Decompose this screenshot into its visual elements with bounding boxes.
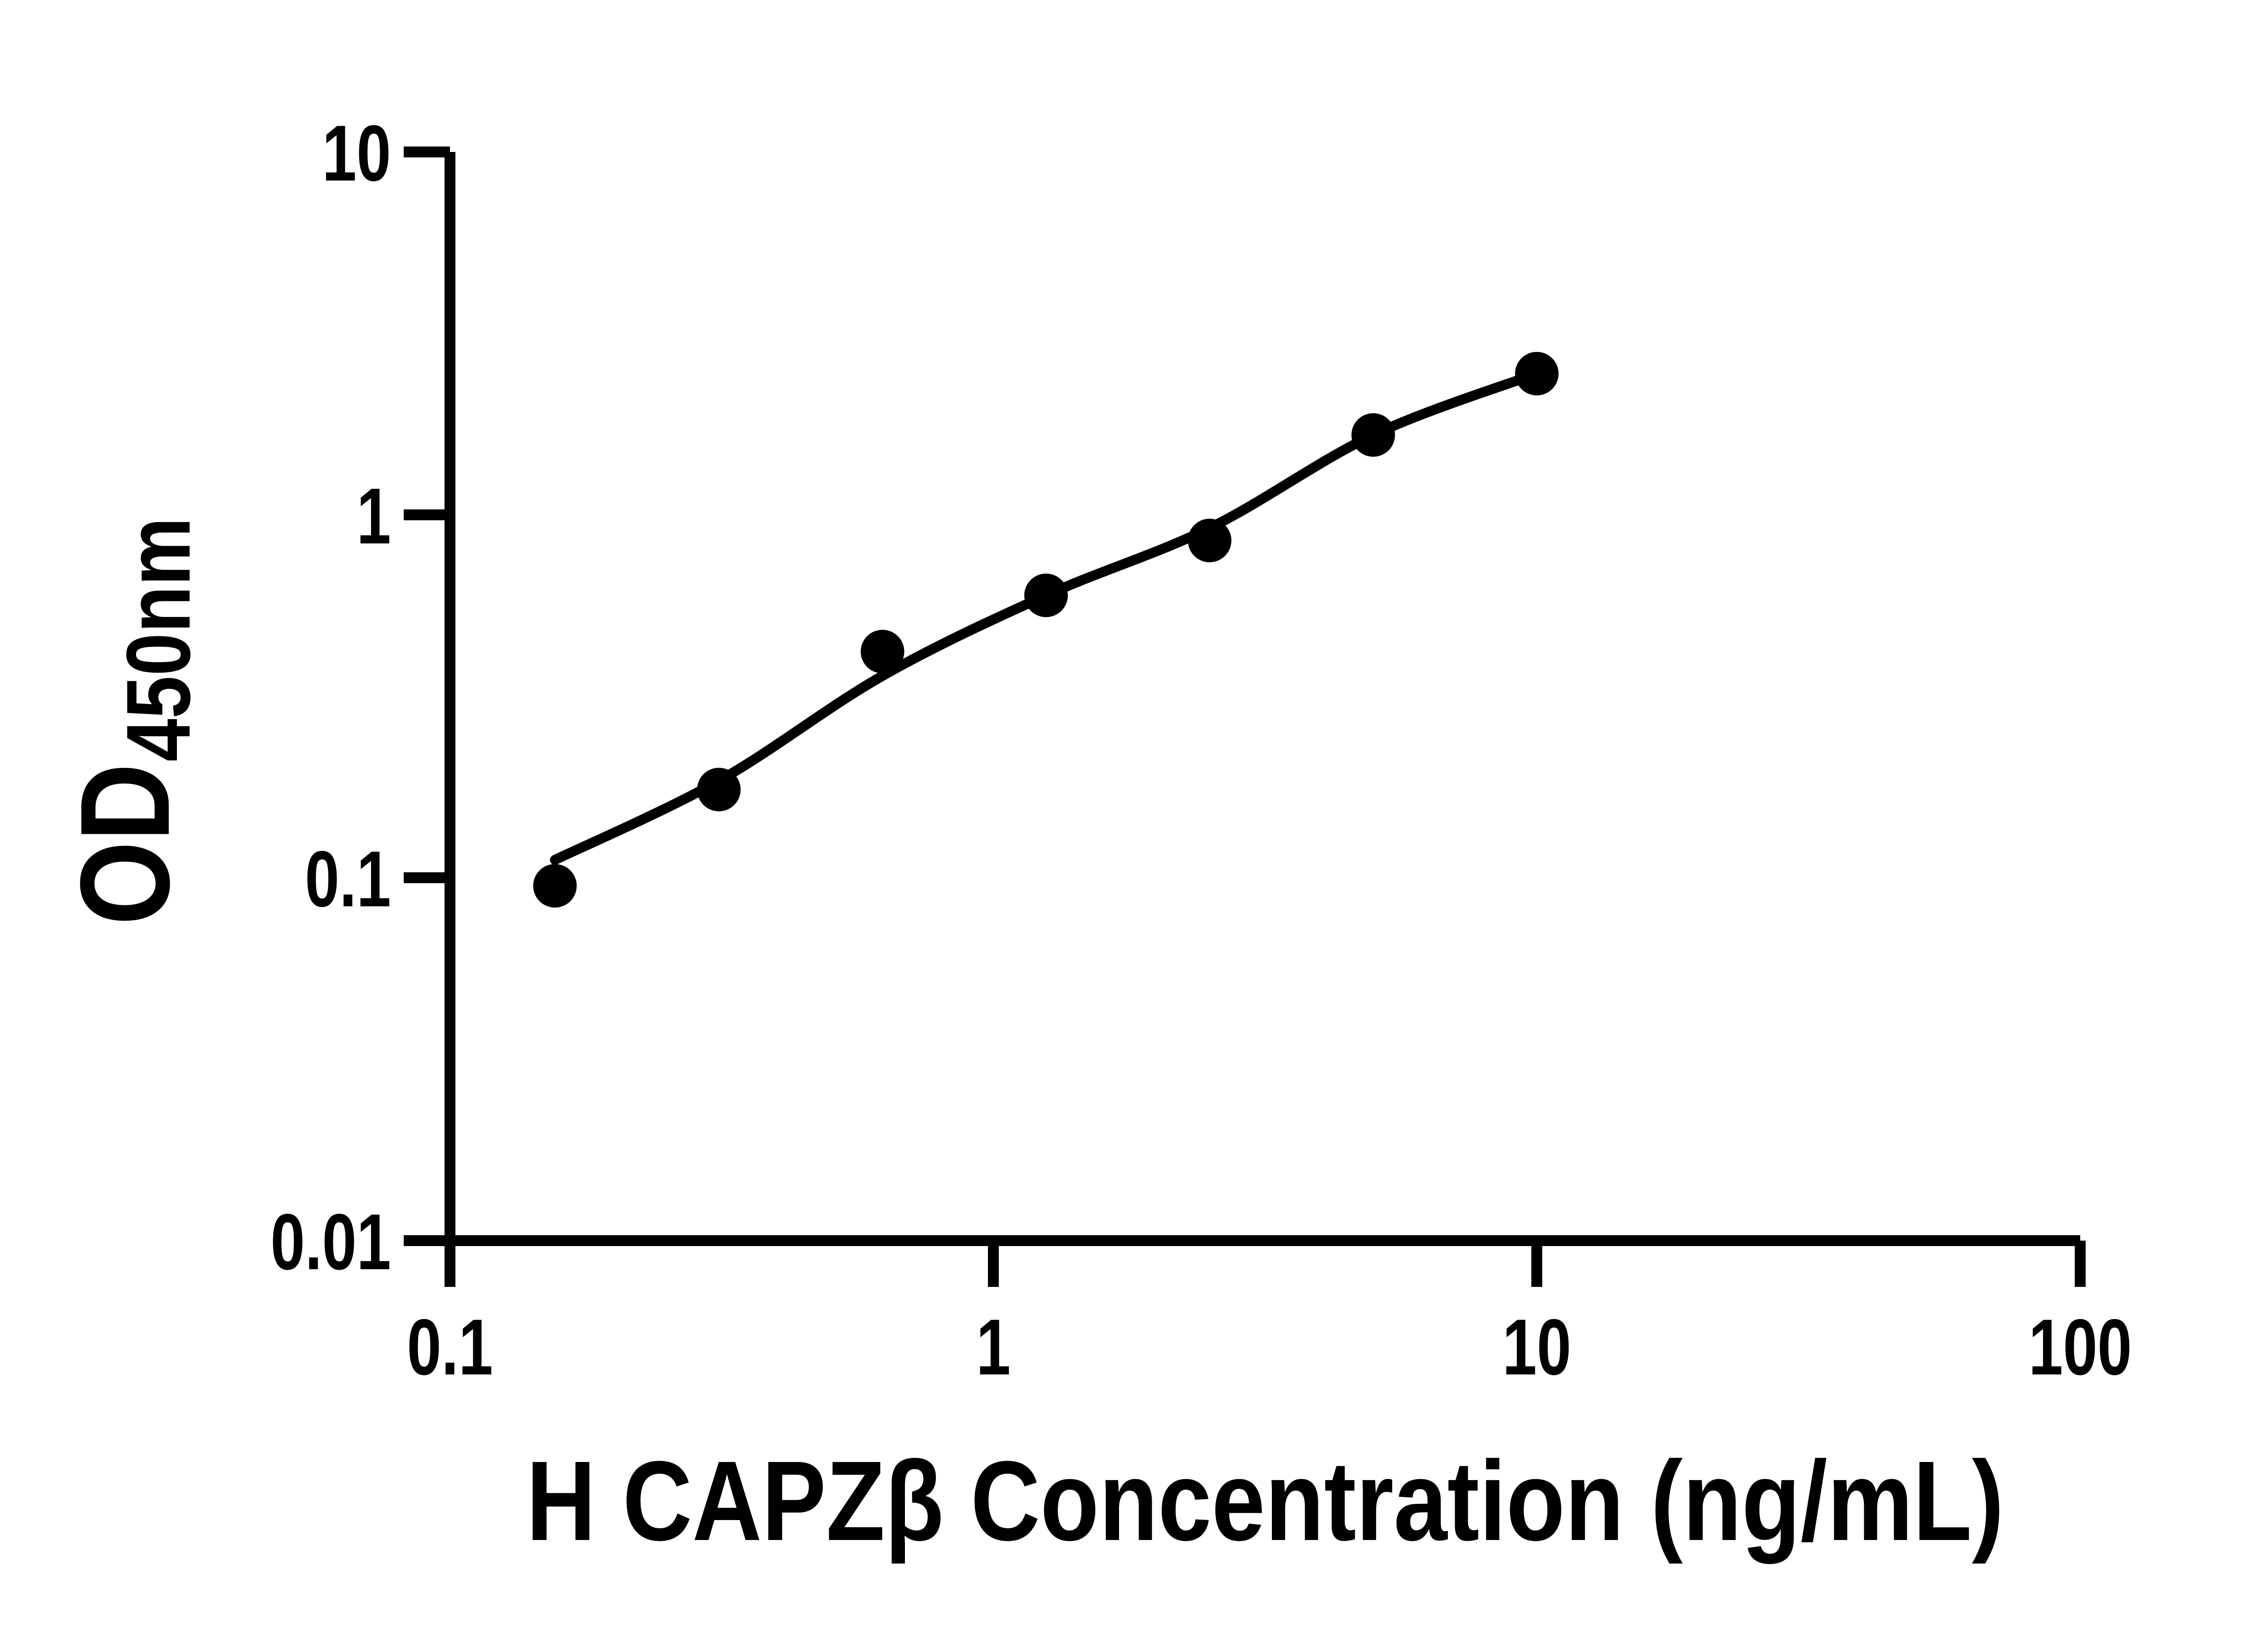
- x-tick-label-text-0.1: 0.1: [407, 1303, 493, 1392]
- y-axis-title-group: OD 450nm: [54, 517, 209, 925]
- x-tick-label-text-1: 1: [976, 1303, 1011, 1392]
- y-tick-label-1: 1: [357, 472, 391, 561]
- data-point-1.25: [1024, 573, 1068, 617]
- data-point-0.3125: [697, 768, 741, 812]
- x-tick-label-100: 100: [2028, 1303, 2132, 1392]
- y-tick-label-text-0.1: 0.1: [305, 835, 391, 924]
- x-axis-title: H CAPZβ Concentration (ng/mL): [526, 1438, 2004, 1565]
- axis-ticks: [404, 147, 2086, 1287]
- data-point-2.5: [1188, 518, 1232, 562]
- x-tick-label-text-100: 100: [2028, 1303, 2132, 1392]
- y-axis-title-main: OD: [54, 763, 196, 925]
- axis-line: [445, 152, 2080, 1246]
- data-point-0.156: [533, 864, 577, 908]
- x-tick-label-10: 10: [1502, 1303, 1571, 1392]
- y-axis-title: OD 450nm: [54, 517, 209, 925]
- x-tick-label-1: 1: [976, 1303, 1011, 1392]
- data-points-layer: [533, 352, 1559, 908]
- data-point-5: [1351, 413, 1395, 457]
- x-tick-label-text-10: 10: [1502, 1303, 1571, 1392]
- axes: [445, 152, 2080, 1246]
- y-tick-label-10: 10: [322, 109, 391, 198]
- y-tick-label-0.1: 0.1: [305, 835, 391, 924]
- y-tick-label-0.01: 0.01: [270, 1198, 391, 1286]
- y-tick-label-text-0.01: 0.01: [270, 1198, 391, 1286]
- y-tick-label-text-1: 1: [357, 472, 391, 561]
- data-point-10: [1515, 352, 1559, 396]
- x-tick-label-0.1: 0.1: [407, 1303, 493, 1392]
- y-axis-title-subscript: 450nm: [108, 517, 209, 762]
- y-tick-label-text-10: 10: [322, 109, 391, 198]
- data-point-0.625: [860, 630, 904, 674]
- x-axis-title-group: H CAPZβ Concentration (ng/mL): [526, 1438, 2004, 1565]
